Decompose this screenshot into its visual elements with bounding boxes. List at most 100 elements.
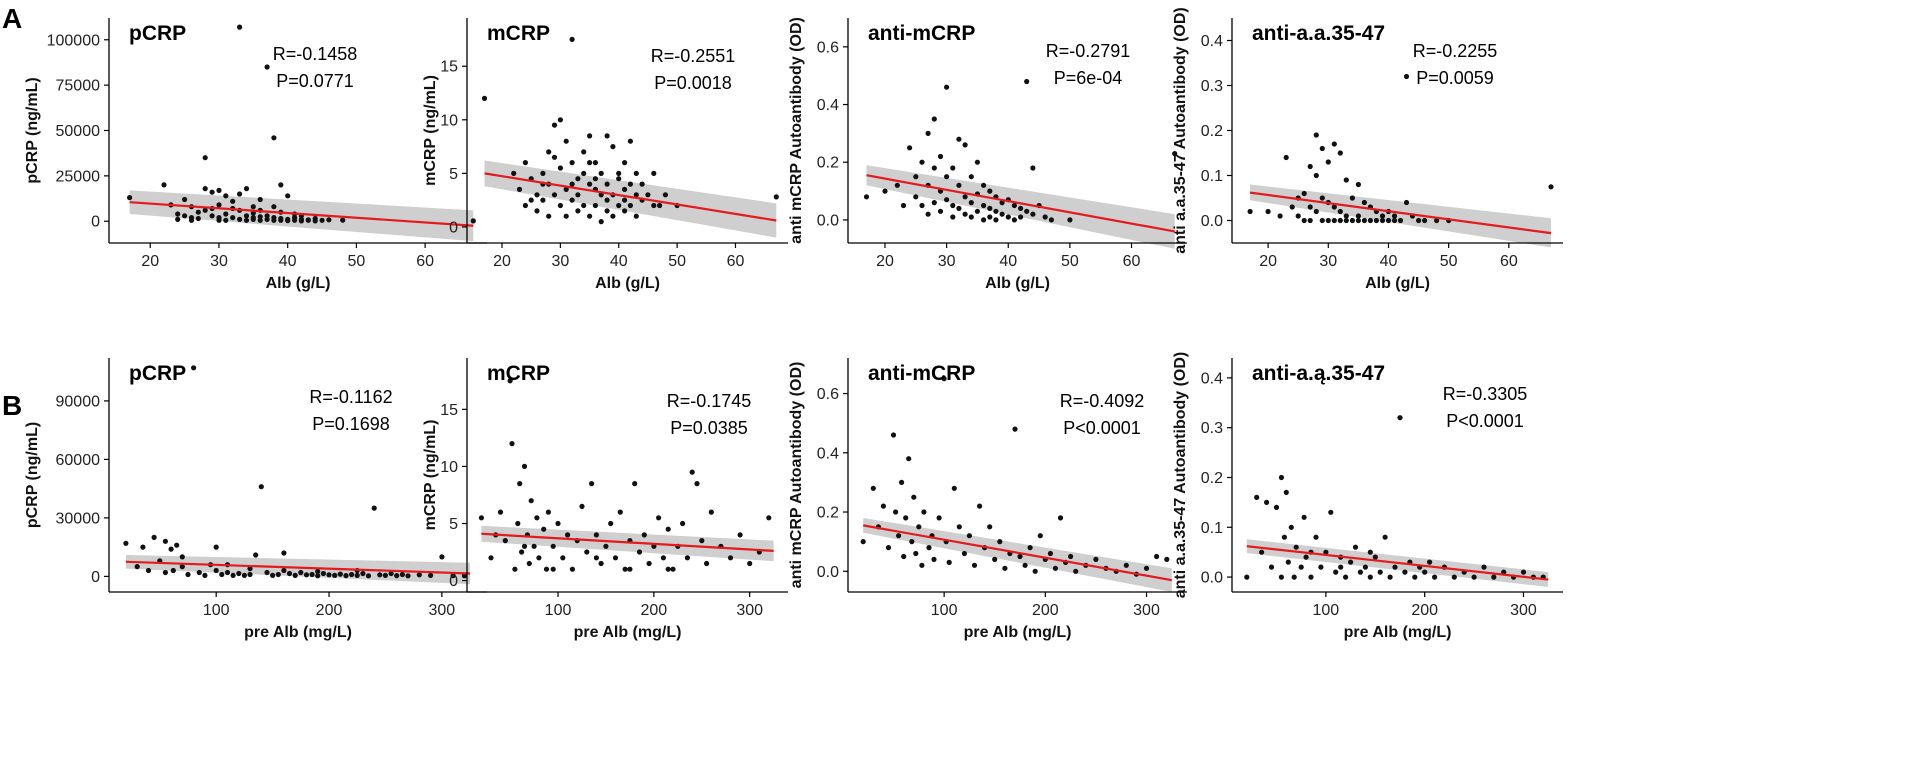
data-point	[337, 571, 343, 577]
data-point	[237, 216, 243, 222]
data-point	[860, 539, 866, 545]
data-point	[247, 566, 253, 572]
data-point	[271, 135, 277, 141]
data-point	[1042, 214, 1048, 220]
y-axis-label: anti mCRP Autoantibody (OD)	[788, 362, 805, 589]
data-point	[1298, 564, 1304, 570]
data-point	[371, 505, 377, 511]
data-point	[1048, 217, 1054, 223]
data-point	[534, 515, 540, 521]
data-point	[911, 494, 917, 500]
x-tick-label: 300	[736, 602, 763, 619]
stat-annotation: R=-0.1162	[309, 387, 392, 407]
data-point	[349, 571, 355, 578]
x-tick-label: 50	[348, 253, 366, 270]
x-axis-label: pre Alb (mg/L)	[244, 624, 352, 641]
confidence-band	[484, 160, 777, 238]
data-point	[1343, 177, 1349, 183]
data-point	[428, 572, 434, 579]
data-point	[1343, 217, 1349, 224]
x-tick-label: 60	[1500, 253, 1518, 270]
stat-annotation: P=0.0385	[670, 418, 748, 438]
data-point	[1391, 217, 1398, 224]
data-point	[1367, 549, 1373, 555]
data-point	[565, 532, 571, 538]
y-axis-label: pCRP (ng/mL)	[24, 77, 41, 183]
data-point	[162, 569, 168, 576]
data-point	[1367, 217, 1373, 224]
data-point	[766, 515, 772, 521]
data-point	[1331, 204, 1337, 210]
chart-title: pCRP	[129, 362, 186, 385]
data-point	[257, 196, 263, 203]
data-point	[956, 182, 962, 188]
data-point	[909, 539, 915, 545]
y-tick-label: 50000	[56, 123, 101, 140]
data-point	[195, 209, 201, 215]
stat-annotation: P=0.0771	[276, 71, 354, 91]
data-point	[1268, 564, 1275, 570]
y-tick-label: 0.4	[817, 445, 839, 462]
y-tick-label: 0.3	[1201, 420, 1223, 437]
data-point	[550, 566, 556, 572]
regression-line	[1246, 545, 1549, 581]
data-point	[890, 432, 897, 438]
data-point	[528, 498, 534, 504]
data-point	[528, 197, 534, 203]
x-tick-label: 30	[210, 253, 228, 270]
data-point	[627, 566, 633, 572]
data-point	[1361, 217, 1367, 224]
data-point	[1349, 217, 1355, 224]
data-point	[1289, 204, 1295, 210]
data-point	[1412, 574, 1418, 580]
data-point	[1030, 165, 1036, 171]
data-point	[1333, 569, 1339, 575]
data-point	[575, 176, 581, 182]
data-point	[488, 555, 494, 561]
data-point	[987, 524, 993, 530]
x-tick-label: 60	[1123, 253, 1141, 270]
data-point	[1319, 145, 1325, 152]
data-point	[511, 170, 517, 176]
data-point	[581, 149, 587, 155]
data-point	[271, 204, 277, 210]
data-point	[1011, 217, 1018, 223]
data-point	[944, 84, 950, 90]
data-point	[315, 573, 321, 579]
data-point	[1313, 132, 1319, 138]
data-point	[1123, 562, 1129, 568]
data-point	[168, 546, 174, 552]
data-point	[517, 481, 523, 487]
data-point	[202, 186, 208, 192]
data-point	[326, 572, 332, 578]
data-point	[903, 515, 909, 521]
data-point	[1331, 141, 1337, 147]
data-point	[569, 566, 576, 572]
data-point	[550, 543, 556, 549]
confidence-band	[125, 554, 471, 585]
data-point	[1451, 574, 1457, 580]
data-point	[551, 192, 558, 198]
data-point	[1307, 204, 1313, 210]
data-point	[394, 573, 400, 579]
data-point	[885, 545, 892, 551]
data-point	[1277, 213, 1283, 219]
confidence-band	[863, 517, 1172, 592]
y-tick-label: 5	[449, 166, 458, 183]
data-point	[202, 572, 208, 579]
data-point	[950, 165, 956, 171]
y-tick-label: 0.4	[817, 97, 839, 114]
data-point	[680, 520, 686, 527]
data-point	[1391, 213, 1398, 219]
data-point	[1319, 217, 1325, 224]
x-tick-label: 100	[545, 602, 572, 619]
data-point	[981, 182, 987, 188]
data-point	[209, 213, 215, 219]
data-point	[1434, 217, 1440, 224]
data-point	[540, 197, 546, 203]
data-point	[219, 571, 225, 578]
data-point	[907, 145, 913, 151]
chart-title: pCRP	[129, 22, 186, 45]
data-point	[264, 569, 270, 576]
